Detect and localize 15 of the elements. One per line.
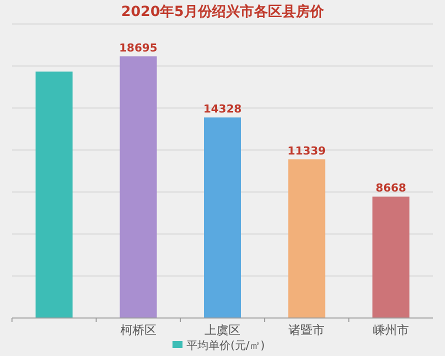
x-tick-label: 诸暨市 <box>288 323 325 337</box>
x-tick-label: 上虞区 <box>204 323 240 337</box>
bar <box>36 72 73 318</box>
bar <box>204 117 241 318</box>
x-tick-label: 柯桥区 <box>120 323 156 337</box>
bar <box>288 159 326 318</box>
data-label: 8668 <box>376 182 406 195</box>
chart-title: 2020年5月份绍兴市各区县房价 <box>121 3 325 20</box>
data-label: 18695 <box>119 41 158 54</box>
bar <box>372 196 410 318</box>
bar <box>120 56 157 318</box>
data-label: 11339 <box>288 144 326 158</box>
legend-label: 平均单价(元/㎡) <box>186 339 265 352</box>
data-label: 14328 <box>203 102 242 116</box>
x-tick-label: 嵊州市 <box>372 323 409 337</box>
